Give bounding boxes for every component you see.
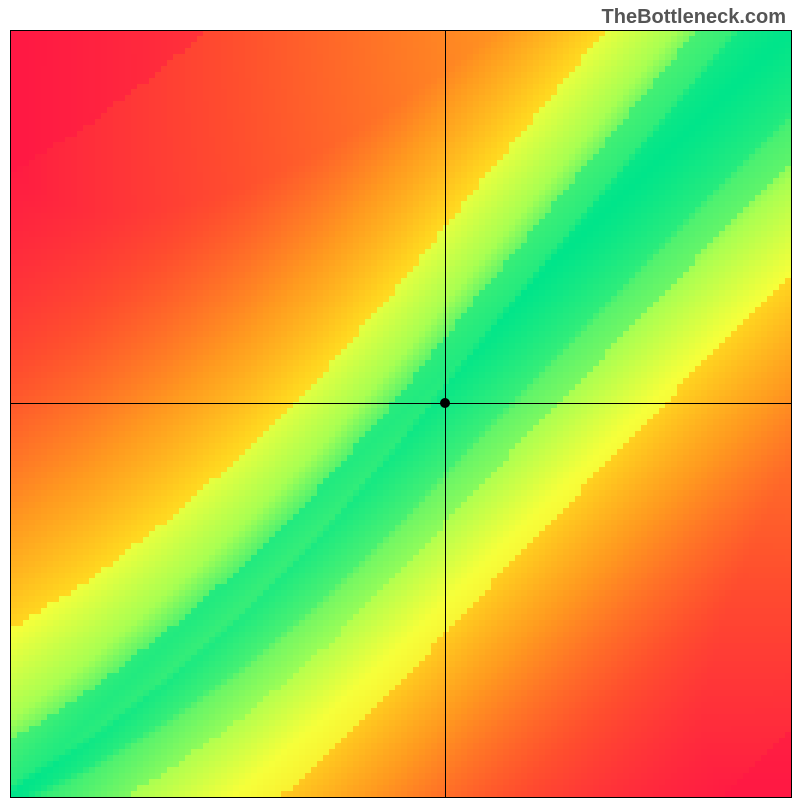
heatmap-canvas <box>11 31 791 797</box>
crosshair-horizontal <box>11 403 791 404</box>
crosshair-marker <box>440 398 450 408</box>
heatmap-frame <box>10 30 792 798</box>
chart-container: TheBottleneck.com <box>0 0 800 800</box>
watermark-text: TheBottleneck.com <box>602 6 786 29</box>
crosshair-vertical <box>445 31 446 797</box>
